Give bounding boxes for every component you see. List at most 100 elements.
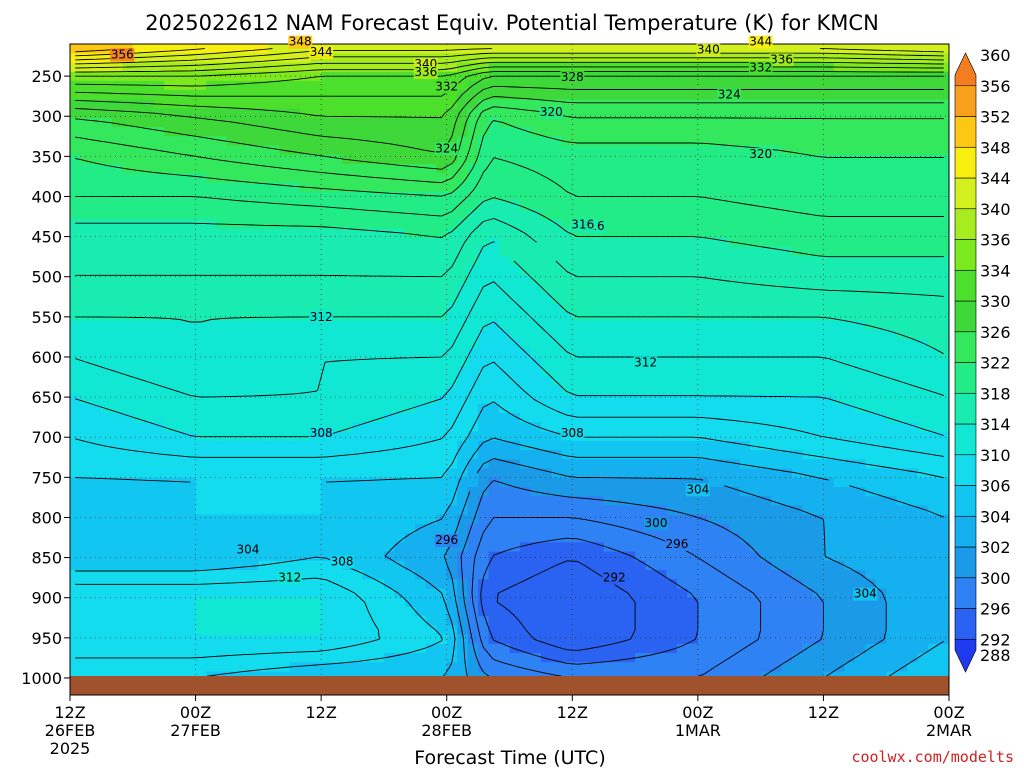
field-cell bbox=[90, 44, 102, 54]
field-cell bbox=[561, 450, 573, 460]
field-cell bbox=[729, 486, 741, 497]
field-cell bbox=[865, 182, 877, 193]
field-cell bbox=[111, 542, 123, 553]
field-cell bbox=[603, 265, 615, 276]
field-cell bbox=[206, 163, 218, 174]
field-cell bbox=[206, 136, 218, 147]
field-cell bbox=[404, 265, 416, 276]
field-cell bbox=[467, 117, 479, 128]
field-cell bbox=[363, 560, 375, 571]
field-cell bbox=[143, 403, 155, 414]
field-cell bbox=[792, 385, 804, 396]
field-cell bbox=[153, 53, 165, 64]
field-cell bbox=[509, 127, 521, 137]
field-cell bbox=[582, 136, 594, 147]
field-cell bbox=[206, 413, 218, 423]
field-cell bbox=[279, 422, 291, 433]
field-cell bbox=[70, 422, 82, 433]
field-cell bbox=[363, 533, 375, 543]
field-cell bbox=[833, 459, 845, 470]
field-cell bbox=[907, 80, 919, 91]
field-cell bbox=[143, 330, 155, 340]
field-cell bbox=[425, 486, 437, 497]
field-cell bbox=[363, 44, 375, 54]
field-cell bbox=[656, 394, 668, 405]
field-cell bbox=[185, 200, 197, 211]
field-cell bbox=[886, 283, 898, 294]
field-cell bbox=[331, 283, 343, 294]
field-cell bbox=[551, 80, 563, 91]
field-cell bbox=[425, 320, 437, 331]
field-cell bbox=[917, 376, 929, 387]
field-cell bbox=[143, 339, 155, 350]
field-cell bbox=[488, 367, 500, 377]
field-cell bbox=[174, 422, 186, 433]
field-cell bbox=[551, 154, 563, 165]
field-cell bbox=[216, 247, 228, 257]
field-cell bbox=[300, 422, 312, 433]
field-cell bbox=[928, 62, 940, 73]
field-cell bbox=[226, 154, 239, 165]
field-cell bbox=[394, 523, 406, 534]
field-cell bbox=[404, 163, 416, 174]
field-cell bbox=[279, 173, 291, 184]
field-cell bbox=[792, 127, 804, 137]
field-cell bbox=[739, 62, 751, 73]
field-cell bbox=[750, 247, 762, 257]
field-cell bbox=[530, 136, 542, 147]
field-cell bbox=[844, 560, 856, 571]
field-cell bbox=[70, 542, 82, 553]
field-cell bbox=[457, 302, 469, 313]
field-cell bbox=[676, 486, 688, 497]
field-cell bbox=[499, 450, 511, 460]
field-cell bbox=[875, 191, 887, 202]
field-cell bbox=[823, 228, 835, 239]
field-cell bbox=[802, 182, 814, 193]
field-cell bbox=[656, 496, 668, 507]
field-cell bbox=[478, 413, 490, 423]
field-cell bbox=[457, 71, 469, 82]
field-cell bbox=[928, 53, 940, 64]
field-cell bbox=[718, 514, 730, 525]
field-cell bbox=[833, 431, 845, 442]
field-cell bbox=[519, 182, 532, 193]
field-cell bbox=[938, 237, 949, 248]
field-cell bbox=[614, 450, 626, 460]
field-cell bbox=[425, 551, 437, 562]
field-cell bbox=[394, 154, 406, 165]
field-cell bbox=[268, 514, 280, 525]
field-cell bbox=[676, 99, 688, 110]
field-cell bbox=[321, 403, 333, 414]
field-cell bbox=[101, 570, 113, 580]
field-cell bbox=[90, 357, 102, 368]
field-cell bbox=[509, 330, 521, 340]
field-cell bbox=[342, 80, 354, 91]
field-cell bbox=[760, 551, 772, 562]
field-cell bbox=[216, 385, 228, 396]
field-cell bbox=[310, 228, 322, 239]
field-cell bbox=[750, 90, 762, 100]
field-cell bbox=[206, 283, 218, 294]
field-cell bbox=[823, 440, 835, 451]
field-cell bbox=[247, 385, 259, 396]
field-cell bbox=[206, 440, 218, 451]
field-cell bbox=[666, 570, 678, 580]
field-cell bbox=[907, 99, 919, 110]
field-cell bbox=[666, 136, 678, 147]
field-cell bbox=[572, 90, 584, 100]
field-cell bbox=[687, 339, 699, 350]
field-cell bbox=[614, 274, 626, 285]
field-cell bbox=[760, 80, 772, 91]
field-cell bbox=[122, 367, 134, 377]
field-cell bbox=[802, 357, 814, 368]
field-cell bbox=[415, 274, 427, 285]
field-cell bbox=[561, 90, 573, 100]
field-cell bbox=[519, 514, 532, 525]
field-cell bbox=[561, 505, 573, 516]
field-cell bbox=[488, 237, 500, 248]
field-cell bbox=[812, 560, 825, 571]
field-cell bbox=[750, 117, 762, 128]
field-cell bbox=[729, 117, 741, 128]
field-cell bbox=[676, 145, 688, 156]
field-cell bbox=[928, 80, 940, 91]
